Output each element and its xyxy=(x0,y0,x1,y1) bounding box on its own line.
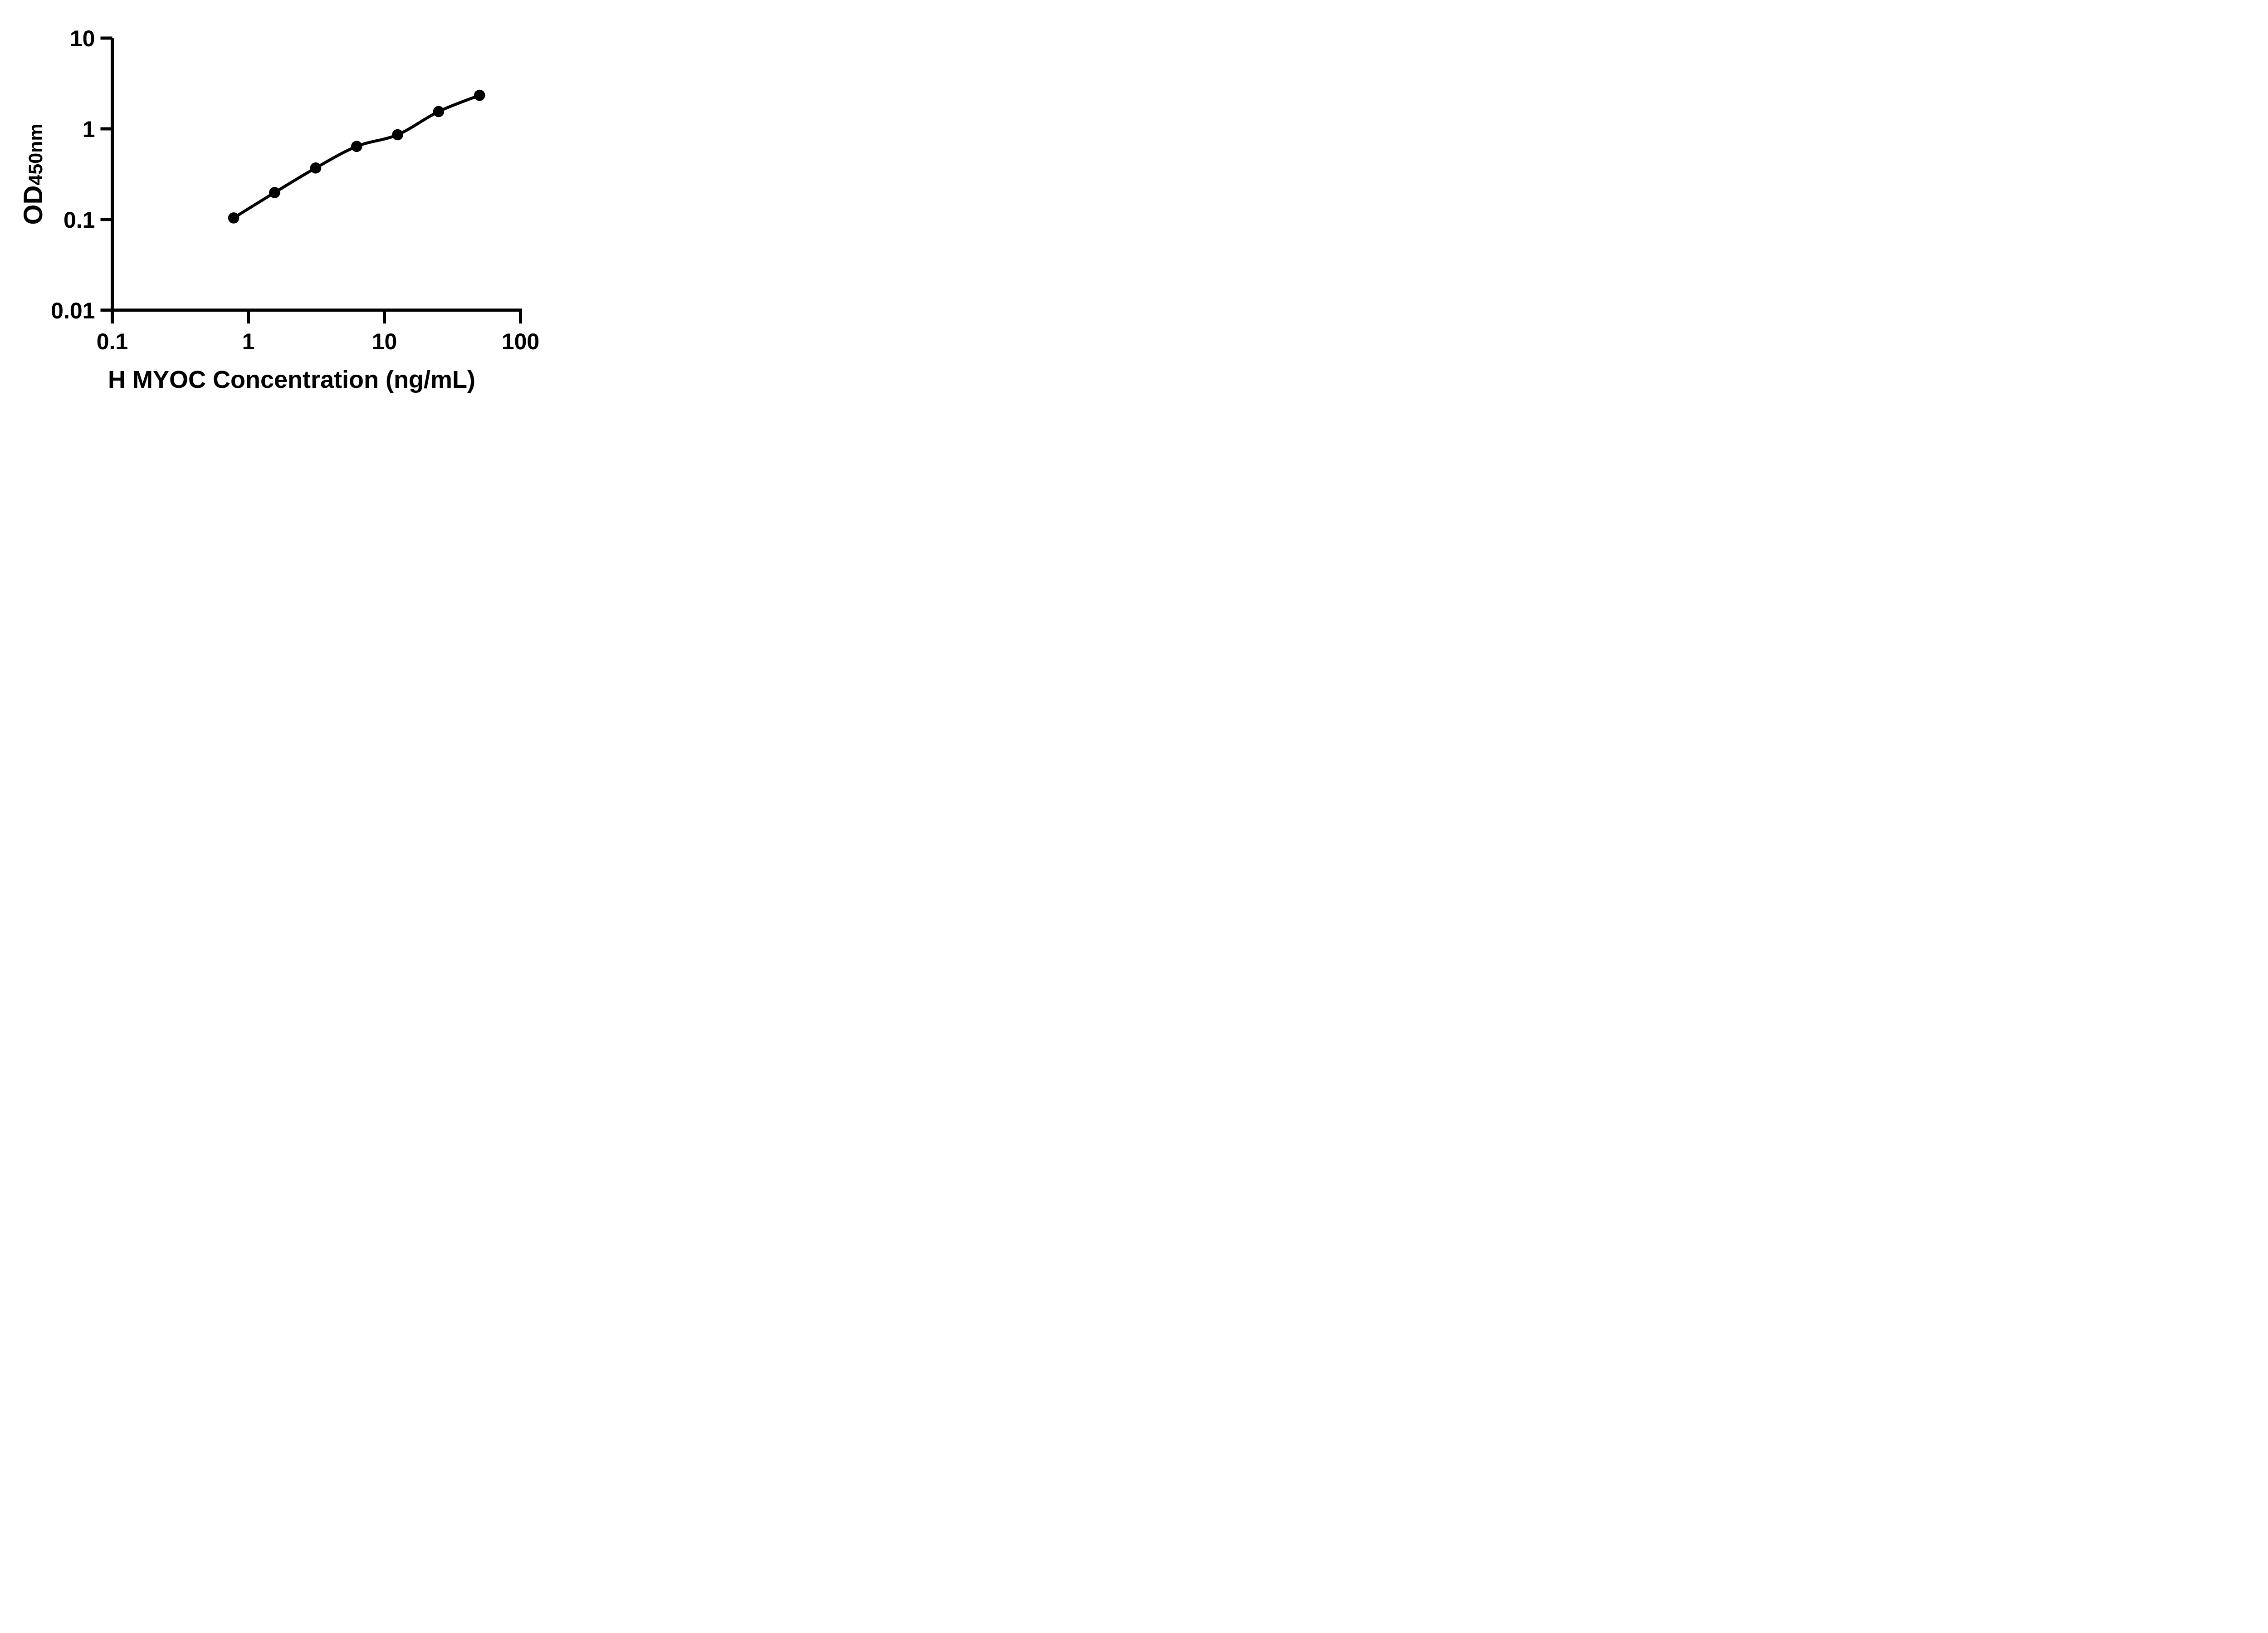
y-axis-title-main: OD xyxy=(19,185,48,225)
x-tick-label: 100 xyxy=(502,329,539,354)
x-tick-label: 10 xyxy=(372,329,397,354)
data-point xyxy=(269,187,280,198)
standard-curve-figure: 0.01 0.1 1 10 0.1 1 10 100 OD450nm H MYOC Conce… xyxy=(0,0,583,408)
y-axis-title: OD450nm xyxy=(19,123,48,225)
data-point xyxy=(351,141,362,152)
data-point xyxy=(433,106,445,117)
y-tick-label: 0.1 xyxy=(64,207,95,233)
y-tick-label: 0.01 xyxy=(51,298,95,323)
x-tick-label: 1 xyxy=(242,329,255,354)
data-point xyxy=(474,89,485,101)
y-axis-title-sub: 450nm xyxy=(25,123,47,186)
data-point xyxy=(310,162,322,174)
axis-lines xyxy=(111,38,522,312)
y-tick-label: 1 xyxy=(83,117,95,142)
x-axis-title: H MYOC Concentration (ng/mL) xyxy=(108,366,475,393)
x-tick-label: 0.1 xyxy=(97,329,128,354)
data-point xyxy=(392,129,403,141)
data-point xyxy=(228,212,240,224)
y-tick-label: 10 xyxy=(70,26,95,51)
